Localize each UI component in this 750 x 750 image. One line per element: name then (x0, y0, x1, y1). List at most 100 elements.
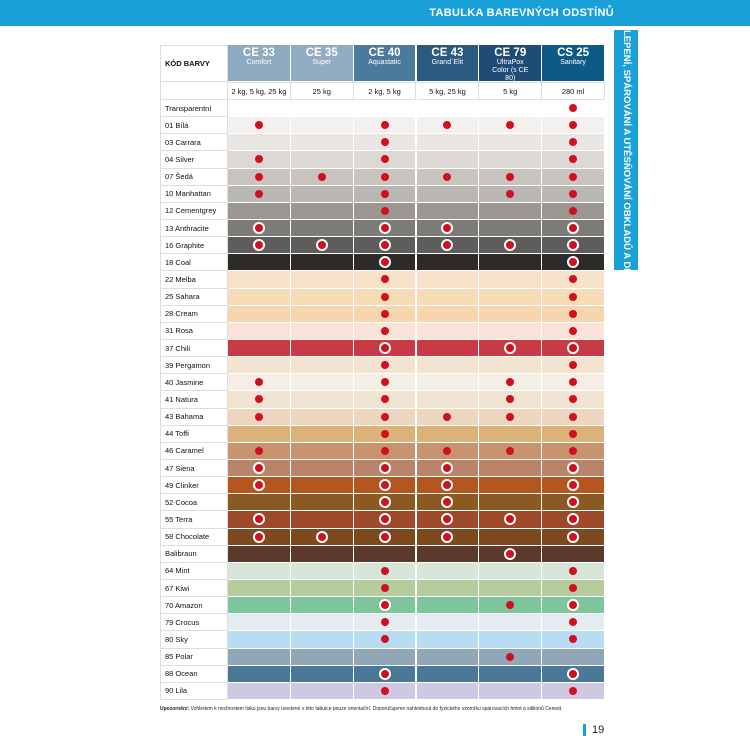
availability-dot-ring (441, 530, 454, 543)
color-swatch (290, 682, 354, 700)
availability-dot-filled (506, 172, 515, 181)
availability-dot-ring (567, 496, 580, 509)
color-swatch (416, 322, 480, 340)
color-swatch (353, 168, 417, 186)
row-label: 01 Bílá (160, 117, 228, 135)
color-swatch (228, 442, 291, 460)
packaging: 25 kg (290, 82, 354, 100)
product-name: CE 79 (494, 47, 527, 59)
side-tab: LEPENÍ, SPÁROVÁNÍ A UTĚSŇOVÁNÍ OBKLADŮ A… (614, 30, 638, 300)
color-swatch (353, 477, 417, 495)
product-subtitle: Super (312, 59, 332, 66)
availability-dot-filled (380, 292, 389, 301)
color-swatch (542, 288, 605, 306)
footnote-label: Upozornění: (160, 706, 190, 712)
color-swatch (479, 357, 543, 375)
color-swatch (290, 202, 354, 220)
color-swatch (416, 134, 480, 152)
color-swatch (228, 374, 291, 392)
top-bar (0, 0, 750, 26)
color-swatch (416, 271, 480, 289)
color-swatch (228, 134, 291, 152)
product-subtitle: UltraPox Color (s CE 80) (492, 59, 529, 82)
color-swatch (353, 117, 417, 135)
product-subtitle: Comfort (246, 59, 272, 66)
color-swatch (479, 134, 543, 152)
row-label: 46 Caramel (160, 442, 228, 460)
availability-dot-filled (380, 584, 389, 593)
color-swatch (290, 580, 354, 598)
availability-dot-ring (378, 256, 391, 269)
row-label: 49 Clinker (160, 477, 228, 495)
color-swatch (542, 305, 605, 323)
color-swatch (290, 631, 354, 649)
color-swatch (416, 185, 480, 203)
color-swatch (416, 391, 480, 409)
availability-dot-filled (380, 686, 389, 695)
availability-dot-filled (380, 395, 389, 404)
header-cell: KÓD BARVY (160, 45, 228, 82)
availability-dot-ring (378, 239, 391, 252)
availability-dot-ring (315, 239, 328, 252)
color-swatch (479, 494, 543, 512)
availability-dot-ring (378, 599, 391, 612)
packaging: 2 kg, 5 kg, 25 kg (228, 82, 291, 100)
color-swatch (542, 220, 605, 238)
color-swatch (416, 288, 480, 306)
row-label: 28 Cream (160, 305, 228, 323)
color-swatch (416, 305, 480, 323)
product-name: CS 25 (557, 47, 590, 59)
availability-dot-filled (380, 121, 389, 130)
availability-dot-ring (252, 530, 265, 543)
color-swatch (542, 408, 605, 426)
color-swatch (228, 185, 291, 203)
availability-dot-filled (317, 172, 326, 181)
color-swatch (416, 425, 480, 443)
color-swatch (353, 288, 417, 306)
row-label: 10 Manhattan (160, 185, 228, 203)
color-swatch (228, 117, 291, 135)
color-swatch (290, 562, 354, 580)
color-swatch (290, 665, 354, 683)
column-header: CE 40 Aquastatic (353, 45, 417, 82)
color-swatch (228, 357, 291, 375)
availability-dot-filled (380, 361, 389, 370)
column-header: CE 43 Grand´Elit (416, 45, 480, 82)
color-swatch (290, 322, 354, 340)
row-label: 22 Melba (160, 271, 228, 289)
availability-dot-ring (252, 222, 265, 235)
color-swatch (228, 580, 291, 598)
availability-dot-filled (254, 412, 263, 421)
color-swatch (416, 237, 480, 255)
color-swatch (479, 305, 543, 323)
color-swatch (290, 528, 354, 546)
availability-dot-ring (378, 530, 391, 543)
availability-dot-filled (569, 309, 578, 318)
color-swatch (228, 151, 291, 169)
availability-dot-ring (567, 256, 580, 269)
color-swatch (479, 220, 543, 238)
color-swatch (542, 494, 605, 512)
color-swatch (228, 614, 291, 632)
availability-dot-ring (378, 513, 391, 526)
color-swatch (479, 254, 543, 272)
availability-dot-filled (569, 138, 578, 147)
availability-dot-ring (567, 342, 580, 355)
color-swatch (479, 237, 543, 255)
color-swatch (416, 682, 480, 700)
color-swatch (479, 631, 543, 649)
color-swatch (479, 682, 543, 700)
availability-dot-filled (506, 378, 515, 387)
color-swatch (353, 391, 417, 409)
color-swatch (353, 185, 417, 203)
row-label: 47 Siena (160, 460, 228, 478)
color-swatch (290, 288, 354, 306)
color-swatch (479, 442, 543, 460)
product-subtitle: Aquastatic (368, 59, 401, 66)
color-swatch (228, 545, 291, 563)
color-swatch (479, 340, 543, 358)
color-swatch (416, 254, 480, 272)
availability-dot-ring (567, 479, 580, 492)
product-name: CE 40 (368, 47, 401, 59)
color-swatch (416, 357, 480, 375)
